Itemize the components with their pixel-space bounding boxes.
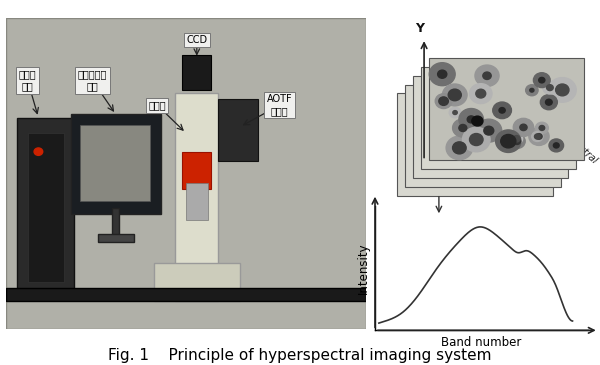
Circle shape	[476, 89, 486, 98]
FancyBboxPatch shape	[218, 99, 258, 161]
FancyBboxPatch shape	[182, 55, 211, 89]
Circle shape	[539, 126, 545, 130]
FancyBboxPatch shape	[175, 93, 218, 301]
Circle shape	[496, 130, 521, 153]
Circle shape	[470, 84, 492, 104]
Circle shape	[553, 143, 559, 148]
Circle shape	[547, 85, 553, 91]
Text: Spectral: Spectral	[563, 131, 600, 166]
FancyBboxPatch shape	[182, 151, 211, 189]
Bar	[112, 207, 119, 235]
Circle shape	[511, 133, 523, 144]
Circle shape	[536, 134, 542, 139]
FancyBboxPatch shape	[6, 18, 366, 328]
FancyBboxPatch shape	[413, 76, 568, 178]
Circle shape	[542, 81, 557, 94]
Circle shape	[452, 119, 473, 137]
Circle shape	[34, 148, 43, 155]
Text: 射频驱
动器: 射频驱 动器	[19, 69, 37, 91]
Text: AOTF
分光计: AOTF 分光计	[267, 94, 292, 116]
Circle shape	[535, 122, 548, 134]
Circle shape	[493, 102, 511, 119]
FancyBboxPatch shape	[80, 125, 150, 201]
FancyBboxPatch shape	[154, 264, 240, 301]
Circle shape	[526, 85, 538, 96]
Circle shape	[513, 135, 520, 142]
Circle shape	[541, 95, 557, 110]
Circle shape	[532, 131, 543, 142]
Circle shape	[535, 134, 540, 139]
Circle shape	[435, 94, 452, 108]
Circle shape	[452, 142, 466, 154]
Circle shape	[520, 124, 527, 131]
Bar	[6, 288, 366, 301]
Circle shape	[446, 136, 473, 160]
X-axis label: Band number: Band number	[442, 336, 521, 349]
FancyBboxPatch shape	[17, 118, 74, 294]
Circle shape	[459, 124, 467, 131]
Circle shape	[453, 111, 457, 115]
Circle shape	[463, 127, 490, 152]
Circle shape	[475, 65, 499, 87]
Text: Fig. 1    Principle of hyperspectral imaging system: Fig. 1 Principle of hyperspectral imagin…	[108, 348, 492, 364]
Circle shape	[483, 72, 491, 80]
FancyBboxPatch shape	[397, 93, 553, 196]
Circle shape	[509, 134, 525, 149]
Circle shape	[476, 119, 502, 142]
Circle shape	[539, 77, 545, 83]
Circle shape	[513, 118, 533, 137]
Circle shape	[459, 108, 484, 130]
Circle shape	[437, 70, 447, 78]
Circle shape	[470, 134, 483, 146]
Text: Pixel(i,j): Pixel(i,j)	[449, 132, 488, 142]
Circle shape	[548, 78, 576, 102]
Text: Y: Y	[415, 22, 424, 35]
Circle shape	[529, 127, 549, 145]
Circle shape	[429, 63, 455, 86]
FancyBboxPatch shape	[71, 115, 161, 214]
Circle shape	[472, 116, 483, 126]
FancyBboxPatch shape	[421, 67, 576, 169]
FancyBboxPatch shape	[186, 182, 208, 220]
Circle shape	[545, 99, 552, 105]
Circle shape	[499, 108, 505, 113]
Text: 计算机和采
集卡: 计算机和采 集卡	[78, 69, 107, 91]
FancyBboxPatch shape	[405, 85, 560, 187]
Circle shape	[501, 134, 516, 148]
Circle shape	[549, 139, 563, 152]
Circle shape	[439, 97, 448, 105]
FancyBboxPatch shape	[428, 58, 584, 161]
Text: CCD: CCD	[186, 35, 208, 45]
Circle shape	[556, 84, 569, 96]
Bar	[98, 234, 134, 242]
Circle shape	[449, 107, 461, 118]
Circle shape	[448, 89, 461, 101]
Circle shape	[530, 88, 534, 92]
Circle shape	[533, 73, 550, 88]
Y-axis label: Intensity: Intensity	[356, 242, 370, 294]
Circle shape	[442, 84, 467, 106]
Circle shape	[467, 116, 475, 123]
Circle shape	[514, 138, 521, 145]
FancyBboxPatch shape	[28, 133, 64, 282]
Circle shape	[484, 126, 494, 135]
Text: 显微镜: 显微镜	[148, 100, 166, 110]
